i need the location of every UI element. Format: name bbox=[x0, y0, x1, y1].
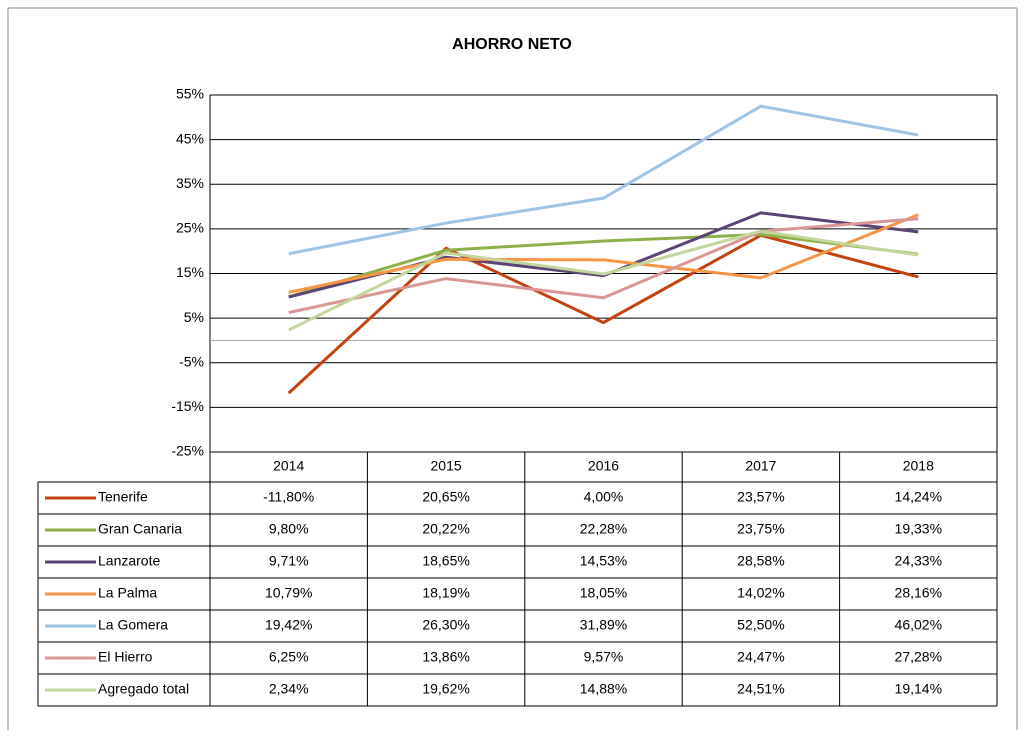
legend-label: Tenerife bbox=[98, 489, 148, 505]
data-label: 6,25% bbox=[269, 649, 309, 665]
data-label: 14,02% bbox=[737, 585, 784, 601]
data-label: 26,30% bbox=[422, 617, 469, 633]
data-label: 23,75% bbox=[737, 521, 784, 537]
x-tick-label: 2015 bbox=[431, 458, 462, 474]
data-label: 24,33% bbox=[895, 553, 942, 569]
y-tick-label: 35% bbox=[176, 175, 204, 191]
x-tick-label: 2017 bbox=[745, 458, 776, 474]
data-label: 20,65% bbox=[422, 489, 469, 505]
data-label: 18,19% bbox=[422, 585, 469, 601]
series-line bbox=[288, 213, 919, 294]
y-tick-label: 25% bbox=[176, 220, 204, 236]
data-label: 18,65% bbox=[422, 553, 469, 569]
legend-label: La Gomera bbox=[98, 617, 168, 633]
data-label: 24,47% bbox=[737, 649, 784, 665]
data-label: 19,62% bbox=[422, 681, 469, 697]
x-tick-label: 2016 bbox=[588, 458, 619, 474]
y-tick-label: 45% bbox=[176, 130, 204, 146]
x-tick-label: 2018 bbox=[903, 458, 934, 474]
data-label: 19,42% bbox=[265, 617, 312, 633]
data-label: 9,57% bbox=[584, 649, 624, 665]
data-label: 13,86% bbox=[422, 649, 469, 665]
data-label: 4,00% bbox=[584, 489, 624, 505]
data-label: 22,28% bbox=[580, 521, 627, 537]
y-tick-label: 55% bbox=[176, 86, 204, 102]
y-tick-label: -5% bbox=[179, 353, 204, 369]
legend-label: Agregado total bbox=[98, 681, 189, 697]
series-line bbox=[288, 232, 919, 299]
data-label: 52,50% bbox=[737, 617, 784, 633]
data-label: 24,51% bbox=[737, 681, 784, 697]
data-label: 23,57% bbox=[737, 489, 784, 505]
y-tick-label: -25% bbox=[171, 443, 204, 459]
chart-title: AHORRO NETO bbox=[452, 36, 572, 53]
data-label: 9,80% bbox=[269, 521, 309, 537]
data-label: 31,89% bbox=[580, 617, 627, 633]
legend-label: La Palma bbox=[98, 585, 157, 601]
series-line bbox=[288, 217, 919, 315]
legend-label: Gran Canaria bbox=[98, 521, 182, 537]
data-label: 2,34% bbox=[269, 681, 309, 697]
data-label: 9,71% bbox=[269, 553, 309, 569]
x-tick-label: 2014 bbox=[273, 458, 304, 474]
data-label: 14,88% bbox=[580, 681, 627, 697]
data-label: 19,33% bbox=[895, 521, 942, 537]
series-line bbox=[288, 104, 919, 256]
data-label: 10,79% bbox=[265, 585, 312, 601]
data-label: 19,14% bbox=[895, 681, 942, 697]
data-label: 18,05% bbox=[580, 585, 627, 601]
data-label: 28,16% bbox=[895, 585, 942, 601]
data-label: 28,58% bbox=[737, 553, 784, 569]
data-label: 27,28% bbox=[895, 649, 942, 665]
data-label: 14,53% bbox=[580, 553, 627, 569]
y-tick-label: -15% bbox=[171, 398, 204, 414]
data-label: 20,22% bbox=[422, 521, 469, 537]
data-label: -11,80% bbox=[263, 489, 314, 505]
y-tick-label: 15% bbox=[176, 264, 204, 280]
legend-label: El Hierro bbox=[98, 649, 153, 665]
series-line bbox=[288, 229, 919, 332]
data-label: 46,02% bbox=[895, 617, 942, 633]
legend-label: Lanzarote bbox=[98, 553, 160, 569]
data-label: 14,24% bbox=[895, 489, 942, 505]
y-tick-label: 5% bbox=[184, 309, 204, 325]
series-line bbox=[287, 233, 919, 395]
